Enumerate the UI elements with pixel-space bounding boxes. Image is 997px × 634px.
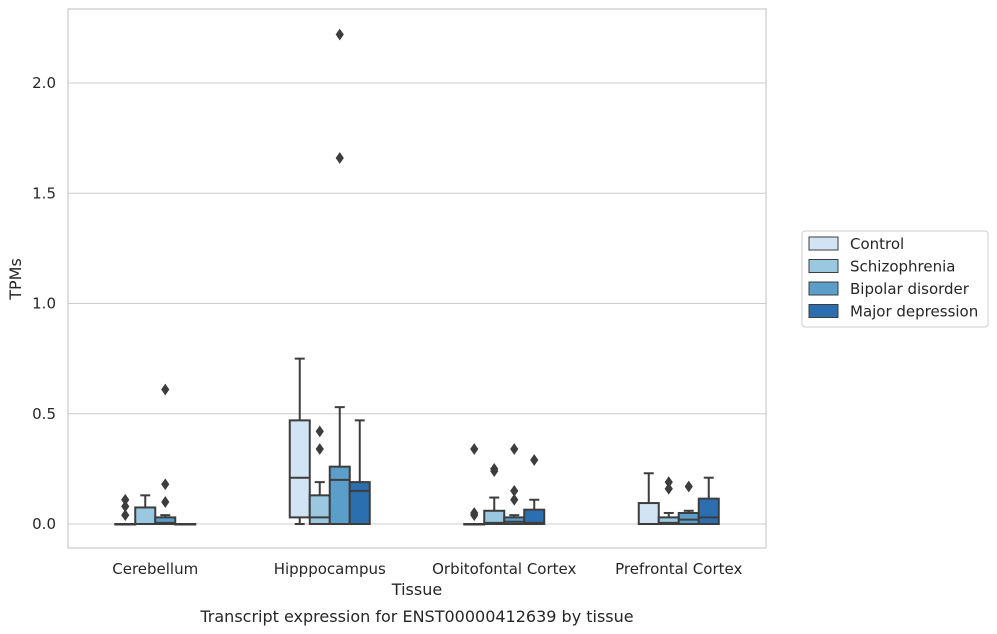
outlier-point — [161, 478, 170, 491]
box-3-3 — [697, 476, 720, 525]
box-body — [523, 508, 546, 526]
box-2-3 — [677, 480, 700, 525]
legend: Control Schizophrenia Bipolar disorder Majo… — [801, 230, 989, 328]
y-tick-label: 1.0 — [32, 295, 56, 313]
legend-swatch — [808, 304, 839, 318]
box-0-0 — [114, 493, 137, 526]
box-1-2 — [483, 463, 506, 525]
legend-swatch — [808, 281, 839, 296]
outlier-point — [490, 463, 499, 475]
box-body — [677, 511, 700, 525]
box-body — [154, 516, 177, 526]
y-tick-label: 0.0 — [32, 515, 56, 533]
y-axis-label: TPMs — [6, 258, 25, 301]
y-tick-labels: 0.0 0.5 1.0 1.5 2.0 — [32, 74, 56, 533]
x-tick-label: Orbitofontal Cortex — [432, 560, 576, 578]
box-body — [328, 465, 351, 526]
box-2-2 — [503, 443, 526, 526]
box-body — [697, 497, 720, 525]
box-2-1 — [328, 28, 351, 526]
outlier-point — [121, 500, 130, 513]
legend-frame — [801, 230, 989, 328]
legend-swatch — [808, 236, 839, 251]
outlier-point — [470, 443, 479, 455]
outlier-point — [530, 454, 539, 466]
outlier-point — [684, 480, 693, 493]
outlier-point — [121, 509, 130, 522]
plot-frame — [67, 8, 767, 549]
x-tick-label: Cerebellum — [112, 560, 198, 578]
box-0-3 — [637, 472, 660, 525]
y-tick-label: 0.5 — [32, 405, 56, 423]
outlier-point — [664, 482, 673, 495]
outlier-point — [335, 28, 344, 41]
box-2-0 — [154, 383, 177, 526]
outlier-point — [510, 485, 519, 497]
box-3-2 — [523, 454, 546, 526]
outlier-point — [664, 476, 673, 488]
box-3-1 — [348, 419, 371, 526]
outlier-point — [315, 443, 324, 455]
gridlines — [68, 82, 766, 525]
box-0-1 — [288, 357, 311, 525]
x-tick-label: Hipppocampus — [274, 560, 386, 578]
y-tick-label: 2.0 — [32, 74, 56, 92]
outlier-point — [470, 507, 479, 519]
outlier-point — [161, 383, 170, 396]
legend-label: Control — [850, 235, 904, 253]
boxes — [114, 28, 720, 526]
legend-swatch — [808, 259, 839, 273]
box-body — [134, 506, 157, 525]
x-axis-label: Tissue — [391, 580, 442, 599]
box-1-0 — [134, 494, 157, 525]
y-tick-label: 1.5 — [32, 184, 56, 202]
outlier-point — [121, 493, 130, 506]
box-body — [308, 494, 331, 525]
box-body — [348, 481, 371, 526]
box-0-2 — [463, 443, 486, 526]
outlier-point — [335, 152, 344, 164]
x-tick-labels: Cerebellum Hipppocampus Orbitofontal Corte… — [112, 560, 742, 578]
legend-label: Bipolar disorder — [850, 280, 970, 298]
box-1-1 — [308, 425, 331, 525]
outlier-point — [510, 443, 519, 455]
box-1-3 — [657, 476, 680, 526]
legend-label: Major depression — [850, 303, 978, 321]
outlier-point — [510, 493, 519, 506]
box-body — [503, 516, 526, 526]
chart-caption: Transcript expression for ENST0000041263… — [199, 607, 633, 626]
x-tick-label: Prefrontal Cortex — [615, 560, 742, 578]
box-body — [637, 502, 660, 525]
outlier-point — [315, 425, 324, 438]
outlier-point — [161, 496, 170, 508]
box-3-0 — [174, 523, 197, 526]
box-body — [288, 419, 311, 519]
legend-label: Schizophrenia — [850, 258, 955, 276]
